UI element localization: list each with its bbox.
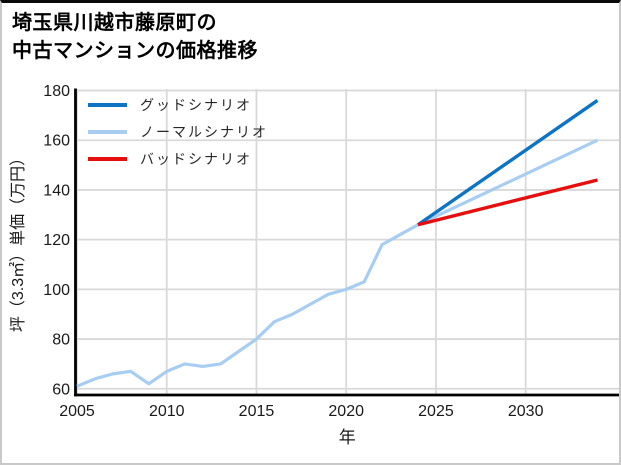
chart-legend: グッドシナリオ ノーマルシナリオ バッドシナリオ <box>88 91 268 172</box>
legend-swatch-bad-scenario <box>88 156 127 161</box>
legend-item-good-scenario: グッドシナリオ <box>88 91 268 118</box>
y-tick-label: 160 <box>43 133 70 150</box>
y-tick-label: 60 <box>52 381 70 398</box>
legend-swatch-good-scenario <box>88 102 127 107</box>
y-tick-label: 80 <box>52 332 70 349</box>
x-axis-label: 年 <box>339 428 356 447</box>
y-tick-label: 100 <box>43 282 70 299</box>
y-tick-label: 140 <box>43 182 70 199</box>
page-title-line2: 中古マンションの価格推移 <box>12 40 258 62</box>
page-title-line1: 埼玉県川越市藤原町の <box>12 12 217 34</box>
x-tick-label: 2030 <box>508 403 544 420</box>
x-tick-label: 2015 <box>239 403 275 420</box>
y-tick-label: 180 <box>43 83 70 100</box>
x-tick-label: 2005 <box>59 403 95 420</box>
legend-label-normal-scenario: ノーマルシナリオ <box>140 123 268 140</box>
y-tick-label: 120 <box>43 232 70 249</box>
legend-label-bad-scenario: バッドシナリオ <box>140 150 252 167</box>
series-line-bad-scenario <box>417 178 598 227</box>
legend-swatch-normal-scenario <box>88 129 127 134</box>
series-line-good-scenario <box>417 99 599 227</box>
x-tick-label: 2010 <box>149 403 185 420</box>
series-line-normal-scenario <box>76 138 599 388</box>
x-tick-label: 2020 <box>328 403 364 420</box>
page-title: 埼玉県川越市藤原町の 中古マンションの価格推移 <box>12 9 258 65</box>
legend-item-bad-scenario: バッドシナリオ <box>88 145 268 172</box>
x-tick-label: 2025 <box>418 403 454 420</box>
price-trend-chart: 60 80 100 120 140 160 180 2005 2010 2015 2020 2025 2… <box>9 83 619 447</box>
y-axis-label: 坪（3.3㎡）単価（万円） <box>9 150 27 332</box>
legend-label-good-scenario: グッドシナリオ <box>140 96 252 113</box>
legend-item-normal-scenario: ノーマルシナリオ <box>88 118 268 145</box>
